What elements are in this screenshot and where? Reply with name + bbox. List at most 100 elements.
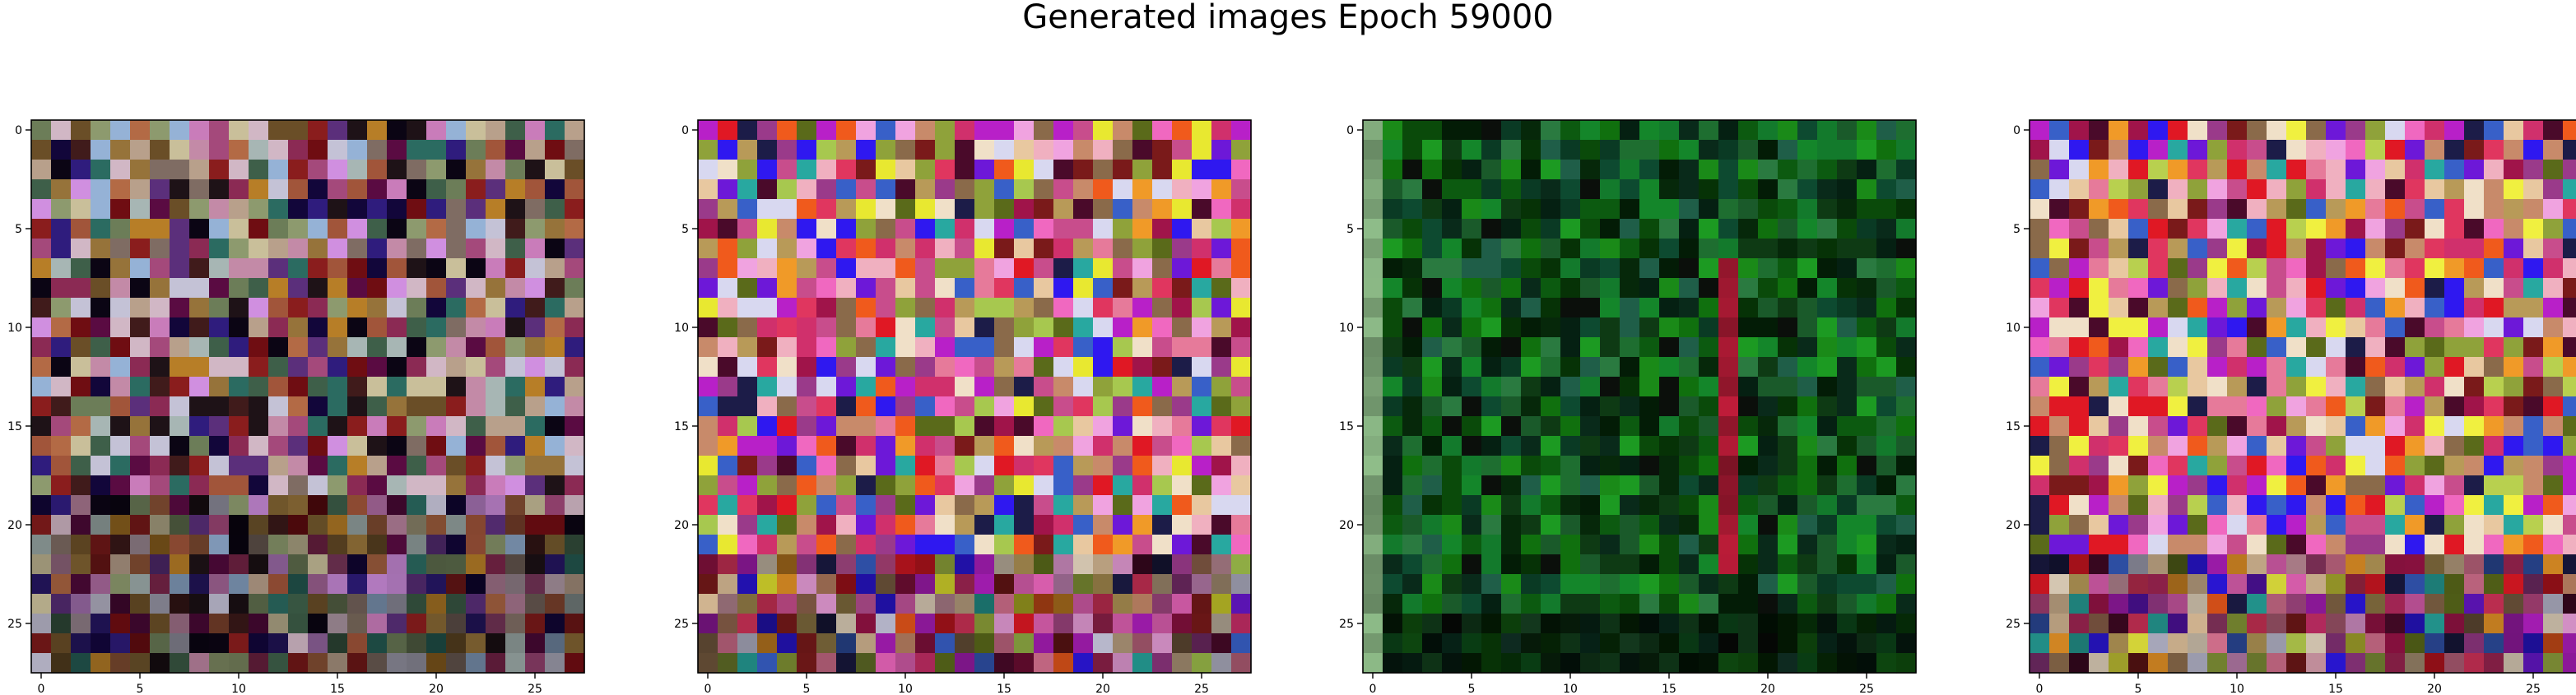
image-pixel — [974, 653, 995, 674]
image-pixel — [288, 278, 309, 299]
image-pixel — [150, 396, 170, 417]
image-pixel — [229, 239, 249, 259]
image-pixel — [1797, 258, 1818, 279]
image-pixel — [308, 179, 328, 200]
image-pixel — [2247, 515, 2267, 535]
image-pixel — [1383, 120, 1403, 141]
image-pixel — [110, 633, 131, 654]
image-pixel — [2069, 357, 2090, 378]
image-pixel — [130, 298, 151, 318]
image-pixel — [1699, 258, 1719, 279]
image-pixel — [486, 456, 506, 476]
image-pixel — [545, 396, 565, 417]
image-pixel — [935, 160, 956, 180]
image-pixel — [1073, 377, 1094, 397]
image-pixel — [2148, 357, 2169, 378]
image-pixel — [1172, 160, 1193, 180]
image-pixel — [387, 574, 407, 595]
image-pixel — [1521, 633, 1541, 654]
image-pixel — [1817, 239, 1838, 259]
image-pixel — [328, 140, 348, 160]
image-pixel — [935, 535, 956, 555]
image-pixel — [797, 574, 817, 595]
image-pixel — [387, 179, 407, 200]
image-pixel — [1817, 179, 1838, 200]
image-pixel — [895, 160, 916, 180]
image-pixel — [486, 199, 506, 220]
image-pixel — [466, 179, 486, 200]
image-pixel — [51, 278, 72, 299]
x-tick-label: 20 — [1095, 683, 1110, 695]
image-pixel — [1172, 219, 1193, 239]
image-pixel — [2030, 653, 2050, 674]
image-pixel — [565, 317, 585, 338]
image-pixel — [2030, 614, 2050, 634]
image-pixel — [1231, 357, 1252, 378]
image-pixel — [1876, 120, 1897, 141]
image-pixel — [994, 317, 1015, 338]
image-pixel — [1481, 179, 1502, 200]
image-pixel — [130, 574, 151, 595]
image-pixel — [1462, 377, 1482, 397]
image-pixel — [1073, 160, 1094, 180]
image-pixel — [189, 337, 210, 358]
image-pixel — [2089, 594, 2109, 614]
image-pixel — [1363, 278, 1383, 299]
image-pixel — [718, 416, 738, 437]
image-pixel — [170, 416, 190, 437]
image-pixel — [31, 298, 52, 318]
image-pixel — [777, 140, 797, 160]
image-pixel — [71, 574, 91, 595]
image-pixel — [2267, 179, 2287, 200]
image-pixel — [170, 535, 190, 555]
image-pixel — [249, 515, 269, 535]
image-pixel — [209, 614, 230, 634]
image-pixel — [1172, 377, 1193, 397]
image-pixel — [1797, 535, 1818, 555]
image-pixel — [150, 179, 170, 200]
image-pixel — [1152, 140, 1173, 160]
image-pixel — [2207, 337, 2228, 358]
image-pixel — [1132, 515, 1153, 535]
image-pixel — [2306, 258, 2327, 279]
image-pixel — [288, 357, 309, 378]
image-pixel — [797, 140, 817, 160]
image-pixel — [1718, 317, 1739, 338]
image-pixel — [2168, 278, 2188, 299]
image-pixel — [189, 436, 210, 456]
image-pixel — [2148, 574, 2169, 595]
image-pixel — [1679, 258, 1700, 279]
image-pixel — [1073, 317, 1094, 338]
image-pixel — [170, 436, 190, 456]
image-pixel — [1093, 357, 1114, 378]
image-pixel — [565, 515, 585, 535]
image-pixel — [209, 554, 230, 575]
image-pixel — [2128, 140, 2149, 160]
image-pixel — [2109, 199, 2129, 220]
image-pixel — [268, 436, 289, 456]
image-pixel — [1402, 456, 1423, 476]
image-pixel — [1481, 594, 1502, 614]
image-pixel — [915, 337, 936, 358]
image-pixel — [974, 377, 995, 397]
image-pixel — [249, 199, 269, 220]
image-pixel — [229, 574, 249, 595]
image-pixel — [1093, 614, 1114, 634]
image-pixel — [2326, 120, 2346, 141]
image-pixel — [698, 456, 718, 476]
image-pixel — [1462, 140, 1482, 160]
image-pixel — [2385, 357, 2406, 378]
image-pixel — [2365, 258, 2386, 279]
image-pixel — [915, 179, 936, 200]
image-pixel — [1231, 219, 1252, 239]
image-pixel — [2484, 357, 2504, 378]
image-pixel — [974, 179, 995, 200]
image-pixel — [367, 416, 388, 437]
image-pixel — [1034, 357, 1054, 378]
image-pixel — [1422, 179, 1443, 200]
image-pixel — [895, 278, 916, 299]
image-pixel — [31, 633, 52, 654]
image-pixel — [2030, 179, 2050, 200]
image-pixel — [2286, 337, 2307, 358]
